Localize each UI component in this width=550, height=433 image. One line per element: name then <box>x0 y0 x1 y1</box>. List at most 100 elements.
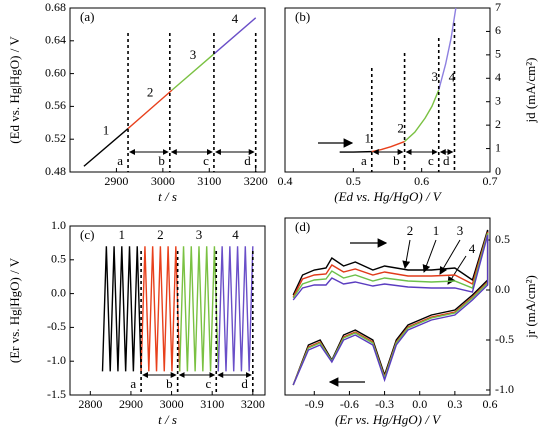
boundary-label: d <box>244 153 251 168</box>
y-tick-label: 0.5 <box>495 232 510 246</box>
panel-title: (a) <box>80 9 94 24</box>
y-tick-label: 5 <box>495 47 501 61</box>
x-axis-label: t / s <box>158 189 177 204</box>
segment-label: 3 <box>457 223 464 238</box>
panel-title: (c) <box>80 227 94 242</box>
pointer <box>422 239 437 273</box>
segment-label: 4 <box>469 241 476 256</box>
y-tick-label: 0.60 <box>45 65 66 79</box>
y-tick-label: 0.0 <box>495 282 510 296</box>
y-tick-label: 2 <box>495 117 501 131</box>
x-tick-label: -0.9 <box>305 397 324 411</box>
data-line <box>178 246 219 372</box>
x-tick-label: 3200 <box>244 174 268 188</box>
x-tick-label: 3200 <box>241 397 265 411</box>
plot-frame <box>69 225 266 396</box>
x-tick-label: 2800 <box>78 397 102 411</box>
boundary-label: a <box>361 153 367 168</box>
segment-label: 3 <box>432 69 439 84</box>
y-tick-label: -1.5 <box>47 387 66 401</box>
data-line <box>404 89 440 143</box>
boundary-label: d <box>443 153 450 168</box>
y-tick-label: -0.5 <box>495 332 514 346</box>
data-line <box>83 128 129 167</box>
segment-label: 2 <box>157 227 164 242</box>
segment-label: 1 <box>103 122 110 137</box>
y-axis-label: jd (mA/cm²) <box>523 58 538 124</box>
boundary-label: b <box>158 153 165 168</box>
pointer <box>402 239 411 269</box>
y-tick-label: 0.48 <box>45 164 66 178</box>
x-axis-label: (Er vs. Hg/HgO) / V <box>335 412 442 427</box>
y-tick-label: 7 <box>495 0 501 14</box>
segment-label: 2 <box>407 223 414 238</box>
y-tick-label: 0.68 <box>45 0 66 14</box>
x-axis-label: t / s <box>158 412 177 427</box>
panel-title: (b) <box>295 9 310 24</box>
segment-label: 3 <box>196 227 203 242</box>
data-line <box>101 246 142 372</box>
y-tick-label: 0.0 <box>51 285 66 299</box>
boundary-label: a <box>130 376 136 391</box>
y-tick-label: 0.5 <box>51 252 66 266</box>
segment-label: 1 <box>119 227 126 242</box>
data-line <box>217 246 254 372</box>
x-tick-label: 0.0 <box>412 397 427 411</box>
segment-label: 3 <box>190 47 197 62</box>
y-tick-label: -0.5 <box>47 319 66 333</box>
x-tick-label: 3000 <box>160 397 184 411</box>
segment-label: 4 <box>232 227 239 242</box>
boundary-label: c <box>203 153 209 168</box>
data-line <box>140 246 181 372</box>
y-tick-label: 0.52 <box>45 131 66 145</box>
boundary-label: c <box>205 376 211 391</box>
segment-label: 4 <box>449 69 456 84</box>
y-axis-label: jr (mA/cm²) <box>523 275 538 339</box>
y-tick-label: -1.0 <box>495 382 514 396</box>
x-tick-label: 3100 <box>197 174 221 188</box>
boundary-label: c <box>428 153 434 168</box>
x-tick-label: 2900 <box>119 397 143 411</box>
data-line <box>127 89 173 130</box>
data-line <box>371 140 405 153</box>
x-tick-label: -0.3 <box>375 397 394 411</box>
x-tick-label: 3100 <box>200 397 224 411</box>
panel-title: (d) <box>295 219 310 234</box>
segment-label: 2 <box>397 121 404 136</box>
x-tick-label: 0.5 <box>346 174 361 188</box>
y-tick-label: 6 <box>495 23 501 37</box>
x-tick-label: -0.6 <box>340 397 359 411</box>
plot-frame <box>284 217 491 396</box>
data-line <box>171 53 215 91</box>
x-tick-label: 0.6 <box>414 174 429 188</box>
segment-label: 1 <box>365 131 372 146</box>
y-axis-label: (Er vs. Hg|HgO) / V <box>7 257 22 363</box>
y-tick-label: 0 <box>495 164 501 178</box>
x-tick-label: 0.7 <box>483 174 498 188</box>
x-axis-label: (Ed vs. Hg/HgO) / V <box>334 189 443 204</box>
y-tick-label: 0.64 <box>45 33 66 47</box>
y-tick-label: 1 <box>495 140 501 154</box>
data-line <box>292 234 489 386</box>
y-tick-label: 3 <box>495 93 501 107</box>
x-tick-label: 0.6 <box>483 397 498 411</box>
y-tick-label: 4 <box>495 70 501 84</box>
boundary-label: d <box>241 376 248 391</box>
boundary-label: a <box>117 153 123 168</box>
y-tick-label: 1.0 <box>51 218 66 232</box>
plot-frame <box>284 7 491 173</box>
segment-label: 4 <box>232 11 239 26</box>
data-line <box>438 7 457 91</box>
x-tick-label: 0.4 <box>278 174 293 188</box>
x-tick-label: 3000 <box>151 174 175 188</box>
x-tick-label: 2900 <box>104 174 128 188</box>
segment-label: 2 <box>147 84 154 99</box>
segment-label: 1 <box>433 223 440 238</box>
y-tick-label: -1.0 <box>47 353 66 367</box>
y-tick-label: 0.56 <box>45 98 66 112</box>
data-line <box>213 17 257 55</box>
boundary-label: b <box>166 376 173 391</box>
boundary-label: b <box>393 153 400 168</box>
plot-frame <box>69 7 266 173</box>
